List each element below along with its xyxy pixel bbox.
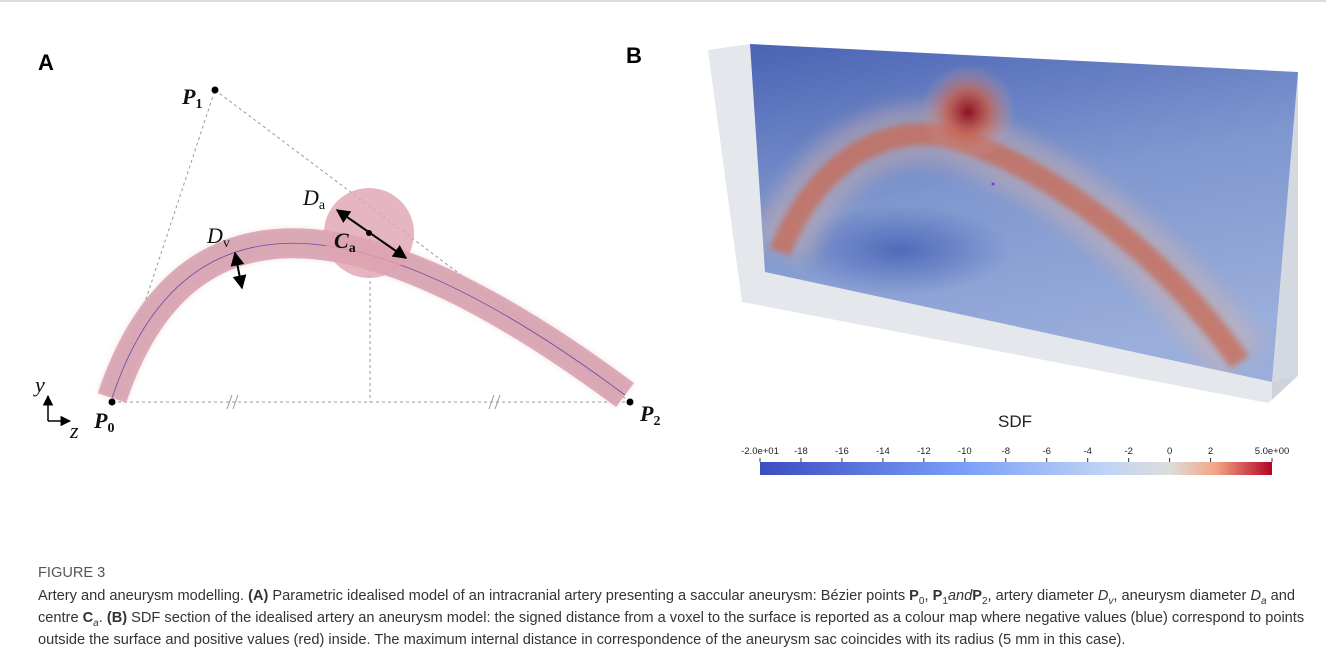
label-sub: 2 <box>653 414 660 429</box>
colorbar-title: SDF <box>998 412 1032 431</box>
colorbar-tick-label: -6 <box>1042 446 1050 457</box>
label-base: D <box>302 185 319 210</box>
caption-run: P <box>972 588 982 604</box>
colorbar-tick-label: -12 <box>917 446 931 457</box>
caption-run: SDF section of the idealised artery an a… <box>38 610 1304 648</box>
label: z <box>69 418 79 443</box>
colorbar-tick-label: -14 <box>876 446 890 457</box>
label-sub: 0 <box>107 421 114 436</box>
colorbar-tick-label: -2 <box>1124 446 1132 457</box>
colorbar-ramp <box>760 462 1272 475</box>
panel-label: B <box>626 43 642 68</box>
caption: FIGURE 3 Artery and aneurysm modelling. … <box>38 562 1313 651</box>
colorbar-tick-label: 2 <box>1208 446 1213 457</box>
colorbar-tick-label: -2.0e+01 <box>741 446 779 457</box>
colorbar-tick-label: -16 <box>835 446 849 457</box>
axes-icon <box>48 396 70 421</box>
caption-run: C <box>83 610 94 626</box>
caption-run: , <box>924 588 932 604</box>
colorbar-tick-label: 5.0e+00 <box>1255 446 1290 457</box>
label: Dv <box>206 223 230 251</box>
label-base: P <box>181 84 196 109</box>
colorbar-tick-label: 0 <box>1167 446 1172 457</box>
sdf-volume <box>708 44 1298 403</box>
label-base: z <box>69 418 79 443</box>
label-sub: v <box>223 236 230 251</box>
colorbar-tick-label: -4 <box>1083 446 1091 457</box>
caption-run: D <box>1250 588 1261 604</box>
caption-text: Artery and aneurysm modelling. (A) Param… <box>38 585 1313 651</box>
label-sub: a <box>349 241 356 256</box>
panel-label: A <box>38 50 54 75</box>
caption-run: P <box>909 588 919 604</box>
page: A P1 Da Ca Dv y z P0 P2 B <box>0 0 1326 651</box>
caption-run: D <box>1098 588 1109 604</box>
colorbar: -2.0e+01 -18 -16 -14 -12 -10 -8 -6 -4 -2 0 2 5.0e+00 <box>741 446 1289 475</box>
label-base: P <box>639 401 654 426</box>
caption-run: Parametric idealised model of an intracr… <box>268 588 909 604</box>
parallel-marks <box>227 395 500 409</box>
label-base: D <box>206 223 223 248</box>
caption-run: (B) <box>107 610 127 626</box>
label-sub: a <box>319 198 326 213</box>
caption-run: , aneurysm diameter <box>1113 588 1250 604</box>
caption-run: , artery diameter <box>988 588 1098 604</box>
colorbar-tick-label: -8 <box>1002 446 1010 457</box>
label: P1 <box>181 84 202 112</box>
label-base: P <box>93 408 108 433</box>
caption-run: Artery and aneurysm modelling. <box>38 588 248 604</box>
caption-run: (A) <box>248 588 268 604</box>
label: y <box>33 372 45 397</box>
caption-label: FIGURE 3 <box>38 562 1313 584</box>
label: P0 <box>93 408 114 436</box>
colorbar-tick-label: -18 <box>794 446 808 457</box>
caption-run: P <box>933 588 943 604</box>
label: P2 <box>639 401 660 429</box>
label-base: y <box>33 372 45 397</box>
label-sub: 1 <box>195 97 202 112</box>
colorbar-tick-label: -10 <box>958 446 972 457</box>
caption-run: . <box>99 610 107 626</box>
label: Da <box>302 185 326 213</box>
label-base: C <box>334 228 349 253</box>
figure: A P1 Da Ca Dv y z P0 P2 B <box>0 0 1326 550</box>
caption-run: and <box>948 588 972 604</box>
